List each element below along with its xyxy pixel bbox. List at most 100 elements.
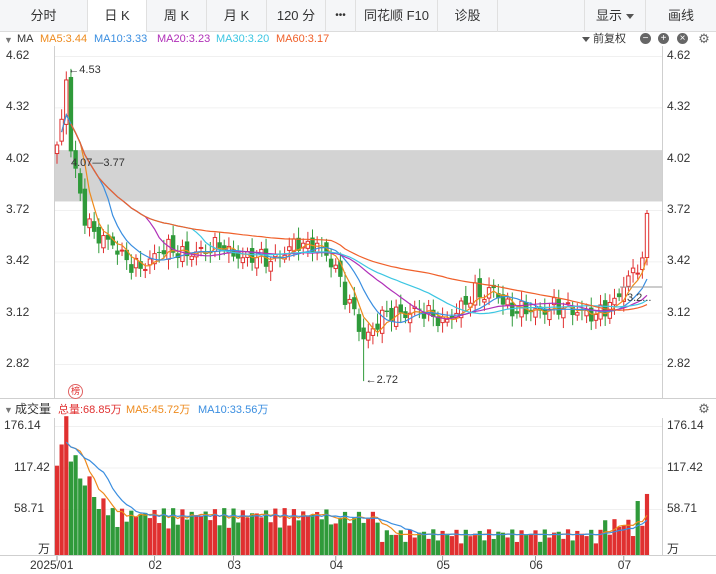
candle-body (217, 242, 222, 250)
candle-body (314, 242, 320, 254)
tab-weekly-k[interactable]: 周 K (147, 0, 207, 32)
volume-bar (236, 522, 241, 555)
volume-bar (375, 522, 380, 555)
zoom-out-icon[interactable]: − (640, 33, 651, 44)
volume-bar (361, 522, 366, 555)
ma-legend-bar: ▼ MA MA5:3.44 MA10:3.33 MA20:3.23 MA30:3… (0, 32, 716, 46)
tab-monthly-k[interactable]: 月 K (207, 0, 267, 32)
candle-body (170, 235, 176, 253)
gear-icon[interactable]: ⚙ (698, 401, 710, 416)
collapse-icon[interactable]: ▼ (4, 405, 13, 415)
candle-body (370, 328, 376, 336)
volume-bar (324, 509, 329, 555)
volume-tick-left: 176.14 (4, 418, 41, 432)
volume-bar (315, 512, 320, 555)
zoom-in-icon[interactable]: + (658, 33, 669, 44)
tab-f10[interactable]: 同花顺 F10 (356, 0, 438, 32)
candle-body (356, 314, 362, 332)
volume-bar (254, 513, 259, 555)
collapse-icon[interactable]: ▼ (4, 35, 13, 45)
date-label: 2025/01 (30, 558, 74, 572)
price-tick-left: 4.32 (6, 99, 30, 114)
candle-body (454, 312, 459, 319)
volume-bar (621, 525, 626, 555)
volume-bar (514, 541, 520, 555)
candle-body (105, 234, 111, 240)
more-periods-button[interactable]: ••• (326, 0, 356, 32)
candle-body (389, 307, 394, 322)
tab-label: 月 K (223, 8, 250, 23)
ma-label[interactable]: MA (17, 33, 34, 45)
date-label: 07 (617, 558, 632, 572)
candle-body (426, 305, 431, 315)
volume-bar (101, 498, 106, 555)
candle-body (607, 301, 613, 319)
tab-label: 日 K (104, 8, 130, 23)
candle-body (375, 323, 380, 330)
adjust-dropdown[interactable]: 前复权 (582, 33, 626, 45)
volume-bar (328, 524, 334, 555)
price-tick-left: 3.42 (6, 253, 30, 268)
date-label: 02 (148, 558, 162, 572)
tab-120-minute[interactable]: 120 分 (267, 0, 326, 32)
candle-body (240, 257, 246, 264)
volume-bar (570, 540, 575, 555)
volume-bar (612, 519, 617, 555)
current-price-annotation: 3.2... (627, 291, 652, 304)
candle-body (291, 238, 297, 252)
candle-body (602, 300, 608, 317)
volume-bar (426, 538, 431, 555)
volume-bar (431, 529, 436, 555)
volume-bar (524, 534, 529, 555)
volume-bar (73, 455, 78, 555)
candle-body (305, 240, 311, 249)
candle-body (184, 241, 190, 257)
candle-body (598, 304, 603, 320)
volume-bar (212, 509, 218, 555)
ranking-badge[interactable]: 榜 (68, 384, 83, 399)
volume-bar (352, 518, 357, 555)
candle-body (519, 300, 524, 318)
volume-bar (356, 511, 362, 555)
volume-bar (579, 533, 585, 555)
candle-body (556, 298, 561, 315)
close-icon[interactable]: × (677, 33, 688, 44)
tab-diagnosis[interactable]: 诊股 (438, 0, 498, 32)
volume-bar (92, 497, 97, 555)
draw-line-button[interactable]: 画线 (646, 0, 716, 32)
gear-icon[interactable]: ⚙ (698, 31, 710, 46)
volume-bar (217, 525, 222, 555)
candle-body (477, 278, 482, 298)
display-menu-button[interactable]: 显示 (584, 0, 646, 32)
candle-body (82, 188, 88, 226)
volume-bar (347, 523, 352, 555)
volume-title[interactable]: 成交量 (15, 402, 52, 416)
volume-bar (486, 529, 492, 555)
candle-body (180, 246, 185, 262)
volume-bar (607, 534, 612, 555)
candle-body (561, 307, 566, 319)
volume-bar (500, 532, 506, 555)
volume-bar (440, 530, 445, 555)
volume-bar (454, 529, 459, 555)
volume-bar (250, 513, 255, 555)
tab-label: 同花顺 F10 (363, 8, 429, 23)
price-tick-right: 3.12 (667, 304, 691, 319)
volume-bar (68, 461, 74, 555)
volume-bar (389, 534, 394, 555)
candle-body (245, 251, 250, 258)
volume-bar (482, 540, 487, 555)
volume-bar (208, 520, 213, 555)
volume-bar (245, 517, 250, 555)
volume-bar (403, 541, 408, 555)
tab-timeshare[interactable]: 分时 (0, 0, 88, 32)
candlestick-chart[interactable] (0, 0, 716, 400)
tab-daily-k[interactable]: 日 K (88, 0, 147, 32)
volume-bar (561, 538, 566, 555)
candle-body (445, 318, 450, 323)
candle-body (407, 312, 413, 324)
volume-bar (296, 520, 301, 555)
volume-bar (598, 529, 603, 555)
candle-body (110, 236, 115, 246)
